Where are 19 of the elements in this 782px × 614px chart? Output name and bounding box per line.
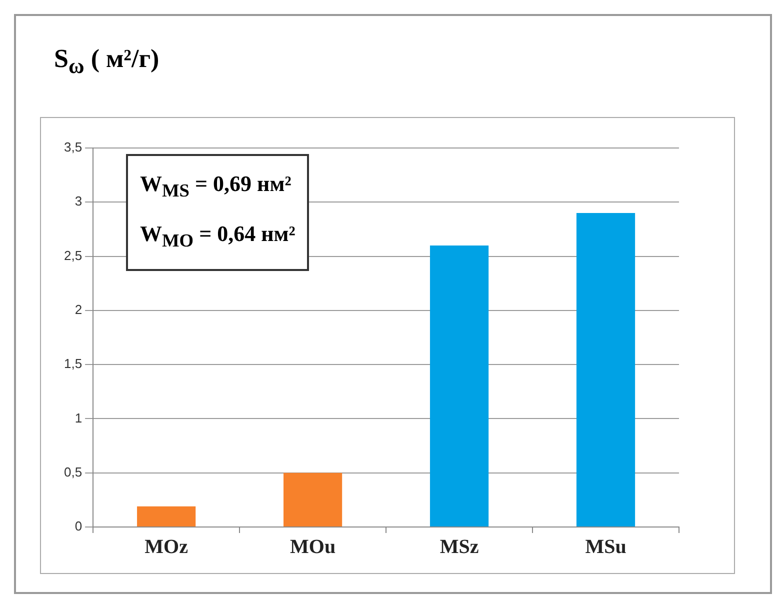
- x-tick-label: MSz: [440, 536, 479, 558]
- y-tick-label: 0,5: [64, 464, 82, 480]
- x-tick-label: MOz: [144, 536, 188, 558]
- chart-title: S$_{ω}$ ( м²/г): [54, 44, 160, 80]
- bar: [576, 212, 636, 526]
- y-tick-label: 3: [74, 194, 82, 209]
- annotation: W$_{MS}$ = 0,69 нм²: [140, 170, 292, 202]
- annotation: W$_{MO}$ = 0,64 нм²: [140, 220, 296, 253]
- y-tick-label: 3,5: [64, 140, 82, 155]
- bar: [284, 472, 342, 526]
- y-tick-label: 1: [74, 410, 82, 426]
- x-tick-label: MOu: [290, 536, 336, 558]
- y-tick-label: 1,5: [64, 356, 82, 372]
- bar: [137, 506, 196, 526]
- y-tick-label: 2: [74, 302, 82, 318]
- bar: [430, 245, 489, 526]
- y-tick-label: 0: [74, 518, 82, 534]
- x-tick-label: MSu: [585, 536, 626, 558]
- y-tick-label: 2,5: [64, 248, 82, 263]
